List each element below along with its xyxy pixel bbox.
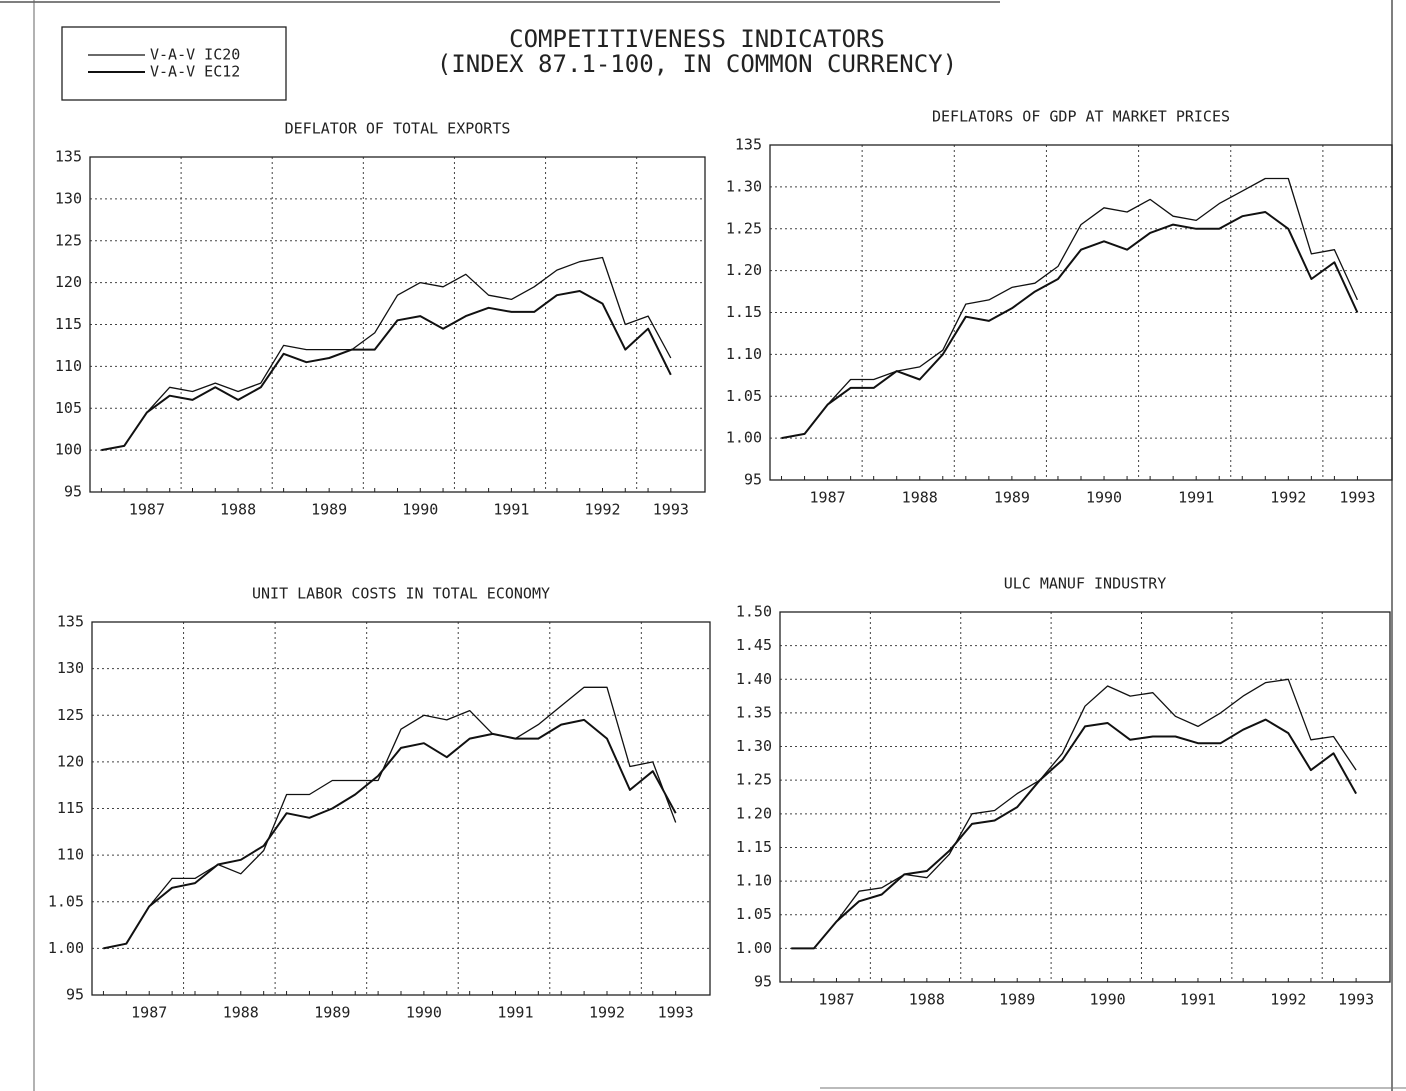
legend-label: V-A-V EC12 [150, 63, 240, 81]
x-tick-label: 1991 [1178, 489, 1214, 507]
main-subtitle: (INDEX 87.1-100, IN COMMON CURRENCY) [437, 50, 957, 78]
chart-title: DEFLATOR OF TOTAL EXPORTS [285, 120, 511, 138]
x-tick-label: 1990 [1090, 991, 1126, 1009]
y-tick-label: 110 [57, 846, 84, 864]
y-tick-label: 105 [55, 399, 82, 417]
y-tick-label: 1.10 [736, 872, 772, 890]
x-tick-label: 1989 [999, 991, 1035, 1009]
y-tick-label: 1.40 [736, 670, 772, 688]
y-tick-label: 1.20 [736, 804, 772, 822]
series-line [101, 290, 672, 452]
series-line [791, 718, 1357, 950]
series-line [781, 177, 1358, 439]
plot-frame [779, 611, 1391, 983]
y-tick-label: 1.00 [736, 939, 772, 957]
y-tick-label: 110 [55, 357, 82, 375]
main-title: COMPETITIVENESS INDICATORS [509, 25, 885, 53]
x-tick-label: 1990 [1086, 489, 1122, 507]
y-tick-label: 130 [55, 189, 82, 207]
x-tick-label: 1993 [1338, 991, 1374, 1009]
plot-frame [89, 156, 706, 493]
x-tick-label: 1987 [818, 991, 854, 1009]
x-tick-label: 1988 [902, 489, 938, 507]
x-tick-label: 1992 [1270, 489, 1306, 507]
x-tick-label: 1992 [589, 1004, 625, 1022]
series-line [781, 211, 1359, 440]
x-tick-label: 1991 [497, 1004, 533, 1022]
y-tick-label: 100 [55, 441, 82, 459]
series-line [103, 686, 677, 950]
y-tick-label: 1.45 [736, 636, 772, 654]
plot-frame [769, 144, 1393, 481]
y-tick-label: 1.30 [726, 177, 762, 195]
chart-title: UNIT LABOR COSTS IN TOTAL ECONOMY [252, 585, 550, 603]
series-line [103, 718, 677, 950]
y-tick-label: 95 [744, 471, 762, 489]
y-tick-label: 1.05 [48, 892, 84, 910]
y-tick-label: 1.00 [726, 429, 762, 447]
y-tick-label: 1.25 [726, 219, 762, 237]
x-tick-label: 1989 [314, 1004, 350, 1022]
y-tick-label: 1.50 [736, 603, 772, 621]
x-tick-label: 1991 [493, 501, 529, 519]
x-tick-label: 1988 [223, 1004, 259, 1022]
series-line [791, 678, 1357, 950]
y-tick-label: 120 [55, 273, 82, 291]
y-tick-label: 1.20 [726, 261, 762, 279]
y-tick-label: 1.25 [736, 771, 772, 789]
x-tick-label: 1993 [658, 1004, 694, 1022]
y-tick-label: 135 [55, 148, 82, 166]
y-tick-label: 95 [66, 986, 84, 1004]
y-tick-label: 95 [754, 973, 772, 991]
x-tick-label: 1992 [1270, 991, 1306, 1009]
y-tick-label: 120 [57, 752, 84, 770]
chart-title: DEFLATORS OF GDP AT MARKET PRICES [932, 108, 1230, 126]
plot-frame [91, 621, 711, 996]
y-tick-label: 125 [55, 231, 82, 249]
y-tick-label: 135 [735, 136, 762, 154]
y-tick-label: 115 [55, 315, 82, 333]
y-tick-label: 135 [57, 613, 84, 631]
legend-box [61, 26, 287, 101]
x-tick-label: 1987 [810, 489, 846, 507]
y-tick-label: 1.35 [736, 703, 772, 721]
x-tick-label: 1987 [129, 501, 165, 519]
x-tick-label: 1989 [994, 489, 1030, 507]
x-tick-label: 1992 [584, 501, 620, 519]
chart-title: ULC MANUF INDUSTRY [1004, 575, 1167, 593]
series-line [101, 256, 672, 451]
y-tick-label: 1.10 [726, 345, 762, 363]
y-tick-label: 125 [57, 706, 84, 724]
y-tick-label: 95 [64, 483, 82, 501]
y-tick-label: 1.15 [726, 303, 762, 321]
y-tick-label: 130 [57, 659, 84, 677]
y-tick-label: 1.15 [736, 838, 772, 856]
x-tick-label: 1993 [653, 501, 689, 519]
y-tick-label: 1.30 [736, 737, 772, 755]
x-tick-label: 1987 [131, 1004, 167, 1022]
x-tick-label: 1990 [402, 501, 438, 519]
x-tick-label: 1990 [406, 1004, 442, 1022]
x-tick-label: 1988 [909, 991, 945, 1009]
y-tick-label: 115 [57, 799, 84, 817]
x-tick-label: 1991 [1180, 991, 1216, 1009]
x-tick-label: 1989 [311, 501, 347, 519]
legend-label: V-A-V IC20 [150, 46, 240, 64]
y-tick-label: 1.00 [48, 939, 84, 957]
x-tick-label: 1993 [1339, 489, 1375, 507]
x-tick-label: 1988 [220, 501, 256, 519]
y-tick-label: 1.05 [726, 387, 762, 405]
y-tick-label: 1.05 [736, 905, 772, 923]
